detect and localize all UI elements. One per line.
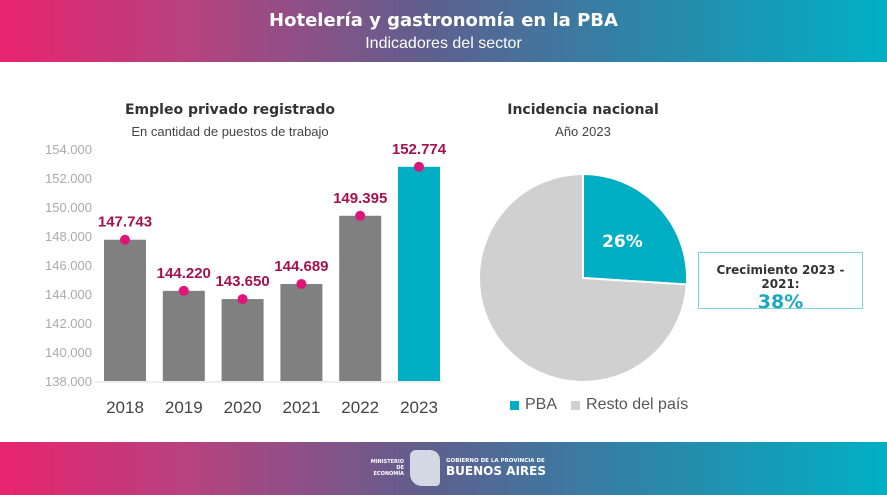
- growth-label: Crecimiento 2023 - 2021:: [716, 263, 845, 291]
- page-title: Hotelería y gastronomía en la PBA: [269, 10, 618, 31]
- y-tick-label: 150.000: [45, 200, 92, 215]
- x-tick-label: 2023: [400, 398, 438, 417]
- pie-legend: PBA Resto del país: [510, 396, 688, 414]
- value-label-2021: 144.689: [274, 258, 328, 275]
- growth-value: 38%: [757, 291, 804, 313]
- gov-line2: BUENOS AIRES: [446, 464, 546, 478]
- pie-chart-title: Incidencia nacional: [507, 102, 659, 118]
- bar-2022: [339, 215, 382, 381]
- y-tick-label: 142.000: [45, 316, 92, 331]
- bar-2019: [162, 290, 205, 381]
- x-tick-label: 2019: [165, 398, 203, 417]
- bar-2023: [398, 166, 440, 381]
- bar-chart-title: Empleo privado registrado: [124, 102, 335, 118]
- marker-2019: [178, 285, 189, 296]
- value-label-2022: 149.395: [333, 190, 387, 207]
- value-label-2023: 152.774: [392, 141, 447, 158]
- legend-label-pba: PBA: [525, 396, 558, 413]
- y-tick-label: 154.000: [45, 142, 92, 157]
- legend-swatch-rest: [571, 400, 581, 410]
- marker-2018: [120, 234, 130, 245]
- province-map-icon: [410, 450, 440, 486]
- marker-2021: [296, 279, 307, 290]
- y-tick-label: 148.000: [45, 229, 92, 244]
- y-tick-label: 144.000: [45, 287, 92, 302]
- growth-box: Crecimiento 2023 - 2021: 38%: [698, 252, 863, 313]
- bar-2020: [221, 299, 264, 381]
- value-label-2019: 144.220: [157, 265, 211, 282]
- marker-2023: [414, 161, 424, 172]
- pie-slice-pba: [582, 172, 688, 286]
- legend-swatch-pba: [510, 400, 519, 410]
- x-tick-label: 2020: [224, 398, 262, 417]
- marker-2022: [355, 210, 366, 221]
- value-label-2018: 147.743: [98, 214, 152, 231]
- y-tick-label: 138.000: [45, 374, 92, 389]
- header: Hotelería y gastronomía en la PBA Indica…: [0, 0, 887, 62]
- x-tick-label: 2022: [341, 398, 379, 417]
- value-label-2020: 143.650: [215, 273, 269, 290]
- x-tick-label: 2018: [106, 398, 144, 417]
- ministry-label: MINISTERIO DE ECONOMÍA: [370, 459, 404, 477]
- pie-chart-subtitle: Año 2023: [555, 124, 611, 139]
- marker-2020: [237, 294, 248, 305]
- bar-chart-subtitle: En cantidad de puestos de trabajo: [131, 124, 329, 139]
- pie-label: 26%: [602, 232, 643, 252]
- x-tick-label: 2021: [282, 398, 320, 417]
- pie-slice-resto-del-país: [478, 172, 688, 383]
- y-tick-label: 146.000: [45, 258, 92, 273]
- gov-line1: GOBIERNO DE LA PROVINCIA DE: [446, 458, 545, 464]
- bar-2018: [104, 239, 146, 381]
- footer: MINISTERIO DE ECONOMÍA GOBIERNO DE LA PR…: [0, 442, 887, 495]
- bar-2021: [280, 284, 323, 381]
- page-subtitle: Indicadores del sector: [365, 35, 522, 52]
- y-tick-label: 140.000: [45, 345, 92, 360]
- y-tick-label: 152.000: [45, 171, 92, 186]
- gov-logo: MINISTERIO DE ECONOMÍA GOBIERNO DE LA PR…: [368, 450, 546, 486]
- legend-label-rest: Resto del país: [586, 396, 689, 413]
